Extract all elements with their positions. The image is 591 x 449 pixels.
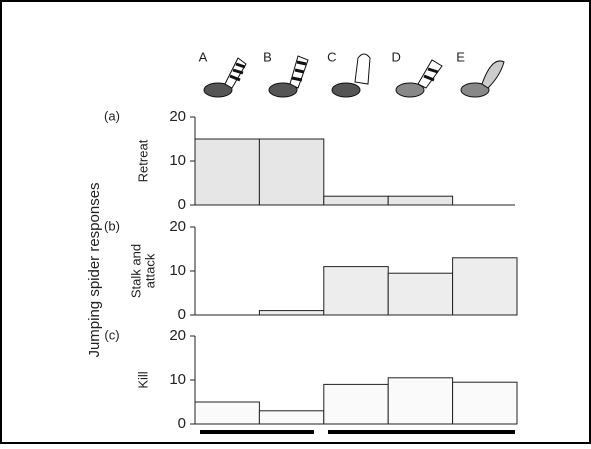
- y-axis-label: attack: [142, 253, 157, 288]
- insect-c: [331, 53, 371, 98]
- bar: [452, 257, 518, 316]
- bar: [258, 138, 325, 206]
- insect-a: [203, 57, 247, 98]
- y-tick-label: 20: [169, 218, 186, 235]
- bar: [323, 195, 389, 206]
- bar: [258, 410, 325, 425]
- figure-y-label: Jumping spider responses: [86, 182, 103, 357]
- category-label: C: [327, 49, 336, 64]
- panel-label: (a): [104, 108, 120, 123]
- y-tick-label: 0: [178, 306, 186, 323]
- y-tick-label: 10: [169, 262, 186, 279]
- y-tick-label: 20: [169, 108, 186, 125]
- bar: [323, 266, 389, 316]
- bar: [387, 195, 454, 206]
- insect-icons: [203, 53, 505, 98]
- y-axis-label: Retreat: [135, 139, 150, 182]
- category-label: E: [456, 49, 465, 64]
- insect-b: [268, 55, 309, 98]
- category-label: B: [263, 49, 272, 64]
- y-tick-label: 0: [178, 415, 186, 432]
- y-axis-label: Kill: [135, 371, 150, 388]
- y-axis-label: Stalk and: [128, 244, 143, 298]
- bar: [194, 138, 260, 206]
- bar: [194, 401, 260, 425]
- panel-label: (c): [104, 327, 119, 342]
- y-tick-label: 10: [169, 152, 186, 169]
- bar: [387, 272, 454, 316]
- bar: [452, 381, 518, 425]
- panel-label: (b): [104, 218, 120, 233]
- y-tick-label: 20: [169, 327, 186, 344]
- y-tick-label: 0: [178, 196, 186, 213]
- bar: [323, 383, 389, 425]
- category-label: D: [392, 49, 401, 64]
- bar: [387, 377, 454, 425]
- insect-e: [460, 60, 505, 98]
- bar: [258, 310, 325, 316]
- category-label: A: [199, 49, 208, 64]
- y-tick-label: 10: [169, 371, 186, 388]
- insect-d: [395, 59, 443, 98]
